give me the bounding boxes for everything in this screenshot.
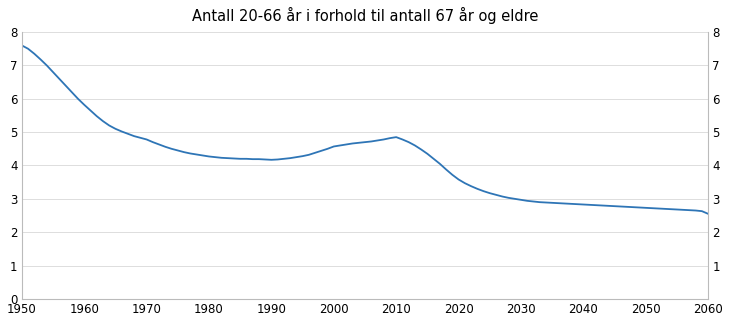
Title: Antall 20-66 år i forhold til antall 67 år og eldre: Antall 20-66 år i forhold til antall 67 …	[192, 7, 538, 24]
